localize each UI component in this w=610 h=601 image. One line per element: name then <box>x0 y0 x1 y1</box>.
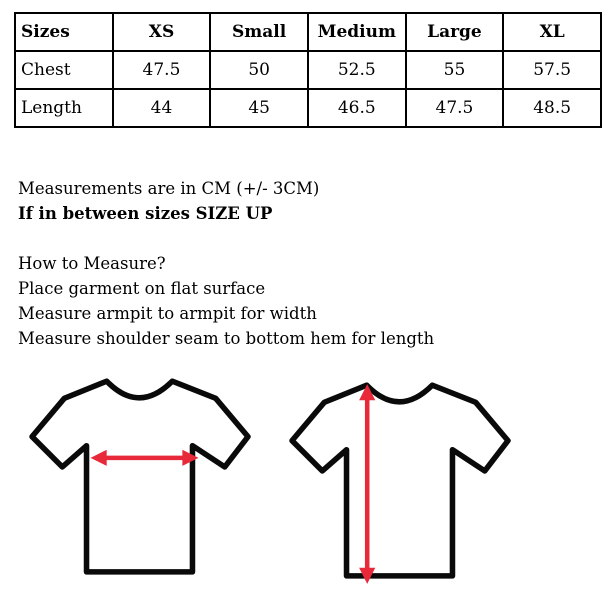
header-cell-xl: XL <box>502 12 602 52</box>
header-cell-sizes: Sizes <box>14 12 114 52</box>
size-table: Sizes XS Small Medium Large XL Chest 47.… <box>14 12 602 128</box>
header-cell-medium: Medium <box>306 12 407 52</box>
length-value-medium: 46.5 <box>306 88 407 128</box>
tshirt-width-diagram <box>29 378 251 575</box>
length-value-xs: 44 <box>111 88 212 128</box>
how-to-measure-section: How to Measure? Place garment on flat su… <box>18 251 434 351</box>
measure-step-2: Measure armpit to armpit for width <box>18 304 317 323</box>
table-row-chest: Chest 47.5 50 52.5 55 57.5 <box>14 50 602 90</box>
length-arrow-icon <box>359 384 376 584</box>
chest-value-xs: 47.5 <box>111 50 212 90</box>
header-cell-small: Small <box>209 12 309 52</box>
measure-step-1: Place garment on flat surface <box>18 279 266 298</box>
chest-value-xl: 57.5 <box>502 50 602 90</box>
size-table-header-row: Sizes XS Small Medium Large XL <box>14 12 602 52</box>
width-arrowhead-right <box>182 449 199 466</box>
how-to-measure-title: How to Measure? <box>18 254 166 273</box>
length-arrowhead-bottom <box>359 567 376 584</box>
measure-step-3: Measure shoulder seam to bottom hem for … <box>18 329 435 348</box>
header-cell-large: Large <box>404 12 505 52</box>
width-arrowhead-left <box>90 449 107 466</box>
tshirt-outline <box>29 378 251 575</box>
measurement-notes: Measurements are in CM (+/- 3CM) If in b… <box>18 176 319 226</box>
chest-value-small: 50 <box>209 50 309 90</box>
length-arrowhead-top <box>359 384 376 401</box>
chest-value-medium: 52.5 <box>306 50 407 90</box>
length-value-small: 45 <box>209 88 309 128</box>
units-note: Measurements are in CM (+/- 3CM) <box>18 179 320 198</box>
row-label-chest: Chest <box>14 50 114 90</box>
tshirt-length-diagram <box>289 382 511 584</box>
chest-width-arrow-icon <box>90 449 199 466</box>
size-up-note: If in between sizes SIZE UP <box>18 204 273 223</box>
header-cell-xs: XS <box>111 12 212 52</box>
row-label-length: Length <box>14 88 114 128</box>
length-value-xl: 48.5 <box>502 88 602 128</box>
length-value-large: 47.5 <box>404 88 505 128</box>
tshirt-outline <box>289 382 511 579</box>
chest-value-large: 55 <box>404 50 505 90</box>
table-row-length: Length 44 45 46.5 47.5 48.5 <box>14 88 602 128</box>
